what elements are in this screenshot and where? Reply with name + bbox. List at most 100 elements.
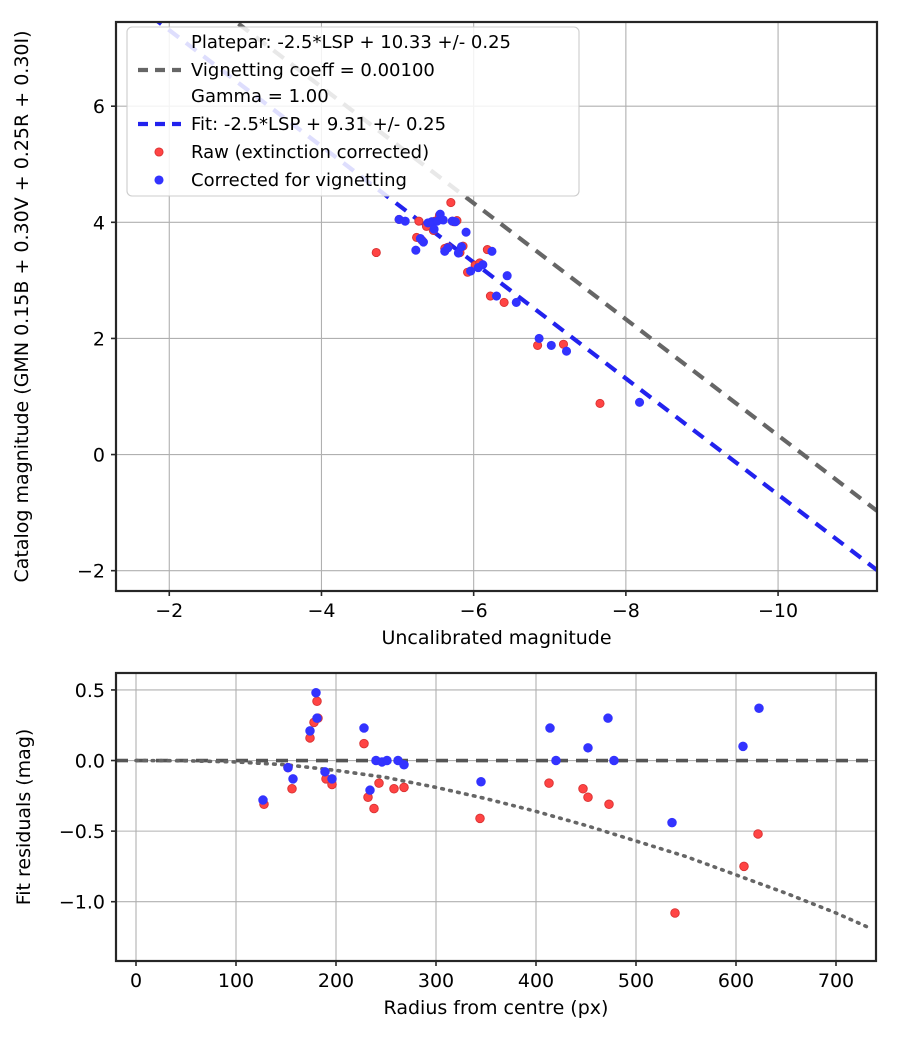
ytick-label: 0: [93, 445, 105, 467]
corrected-points: [394, 209, 645, 407]
data-point: [374, 778, 384, 788]
data-point: [583, 743, 593, 753]
data-point: [438, 215, 448, 225]
legend-label: Gamma = 1.00: [191, 86, 329, 107]
top-xaxis-label: Uncalibrated magnitude: [381, 627, 611, 649]
legend: Platepar: -2.5*LSP + 10.33 +/- 0.25 Vigne…: [126, 26, 580, 197]
data-point: [312, 713, 322, 723]
data-point: [534, 333, 544, 343]
xtick-label: 100: [218, 970, 254, 992]
bottom-panel: 0 100 200 300 400 500 600 700 0.5 0.0 −0.5 −1.0 Radi…: [13, 671, 878, 1019]
ytick-label: 4: [93, 212, 105, 234]
data-point: [389, 784, 399, 794]
bottom-plot-area: [116, 688, 876, 931]
ytick-label: −1.0: [59, 892, 105, 914]
ytick-label: 2: [93, 328, 105, 350]
top-yaxis-label: Catalog magnitude (GMN 0.15B + 0.30V + 0…: [11, 30, 33, 582]
data-point: [595, 398, 605, 409]
data-point: [551, 755, 561, 766]
data-point: [478, 260, 488, 270]
xtick-label: 300: [418, 970, 454, 992]
ytick-label: 0.0: [75, 751, 105, 773]
top-panel: −2 −4 −6 −8 −10 −2 0 2 4 6 Uncalibrated magnitude C…: [11, 20, 879, 649]
data-point: [311, 688, 321, 698]
data-point: [609, 755, 619, 766]
data-point: [466, 266, 476, 276]
data-point: [583, 792, 593, 802]
xtick-label: −8: [612, 600, 640, 622]
corrected-residual-points: [258, 688, 764, 828]
ytick-label: −2: [77, 561, 105, 583]
legend-label: Platepar: -2.5*LSP + 10.33 +/- 0.25: [191, 32, 511, 53]
data-point: [400, 216, 410, 226]
data-point: [667, 817, 677, 828]
data-point: [499, 297, 509, 307]
legend-item[interactable]: Fit: -2.5*LSP + 9.31 +/- 0.25: [138, 114, 446, 135]
data-point: [511, 297, 521, 307]
ytick-label: −0.5: [59, 821, 105, 843]
xtick-label: 600: [718, 970, 754, 992]
legend-item[interactable]: Corrected for vignetting: [154, 170, 407, 191]
xtick-label: 0: [130, 970, 142, 992]
data-point: [382, 755, 392, 766]
data-point: [365, 785, 375, 795]
data-point: [399, 782, 409, 793]
xtick-label: 400: [518, 970, 554, 992]
data-point: [754, 703, 764, 714]
data-point: [320, 767, 330, 777]
data-point: [603, 713, 613, 723]
xtick-label: 500: [618, 970, 654, 992]
data-point: [502, 271, 512, 281]
bottom-plot-frame: [114, 671, 878, 963]
data-point: [475, 813, 485, 824]
data-point: [753, 829, 763, 839]
data-point: [359, 738, 369, 749]
data-point: [738, 741, 748, 752]
xtick-label: −2: [155, 600, 183, 622]
data-point: [288, 774, 298, 784]
top-plot-frame: [114, 20, 879, 593]
legend-item[interactable]: Platepar: -2.5*LSP + 10.33 +/- 0.25: [191, 32, 511, 53]
data-point: [446, 198, 456, 208]
ytick-label: 6: [93, 96, 105, 118]
bottom-xaxis-label: Radius from centre (px): [384, 997, 609, 1019]
data-point: [359, 723, 369, 733]
legend-box: [126, 26, 580, 197]
data-point: [371, 247, 381, 258]
data-point: [491, 291, 502, 301]
data-point: [456, 242, 467, 252]
legend-label: Corrected for vignetting: [191, 170, 407, 191]
legend-label: Fit: -2.5*LSP + 9.31 +/- 0.25: [191, 114, 446, 135]
legend-item[interactable]: Raw (extinction corrected): [154, 142, 429, 163]
vignetting-model-curve: [134, 758, 873, 931]
xtick-label: 200: [318, 970, 354, 992]
data-point: [287, 784, 297, 794]
data-point: [578, 784, 588, 794]
data-point: [327, 774, 337, 784]
data-point: [739, 861, 749, 872]
data-point: [312, 696, 322, 706]
data-point: [635, 397, 645, 407]
xtick-label: 700: [818, 970, 854, 992]
data-point: [283, 762, 293, 773]
raw-points: [371, 198, 605, 409]
data-point: [476, 776, 486, 787]
data-point: [258, 795, 268, 805]
data-point: [561, 346, 572, 356]
data-point: [544, 778, 554, 788]
data-point: [411, 245, 421, 255]
raw-residual-points: [259, 696, 763, 918]
data-point: [604, 799, 614, 810]
bottom-yaxis-label: Fit residuals (mag): [13, 729, 35, 906]
data-point: [450, 217, 460, 227]
data-point: [399, 760, 409, 770]
xtick-label: −4: [307, 600, 335, 622]
data-point: [305, 726, 315, 736]
legend-item[interactable]: Vignetting coeff = 0.00100: [138, 60, 435, 81]
xtick-label: −10: [758, 600, 798, 622]
data-point: [461, 227, 471, 237]
data-point: [414, 216, 424, 226]
legend-item[interactable]: Gamma = 1.00: [191, 86, 329, 107]
